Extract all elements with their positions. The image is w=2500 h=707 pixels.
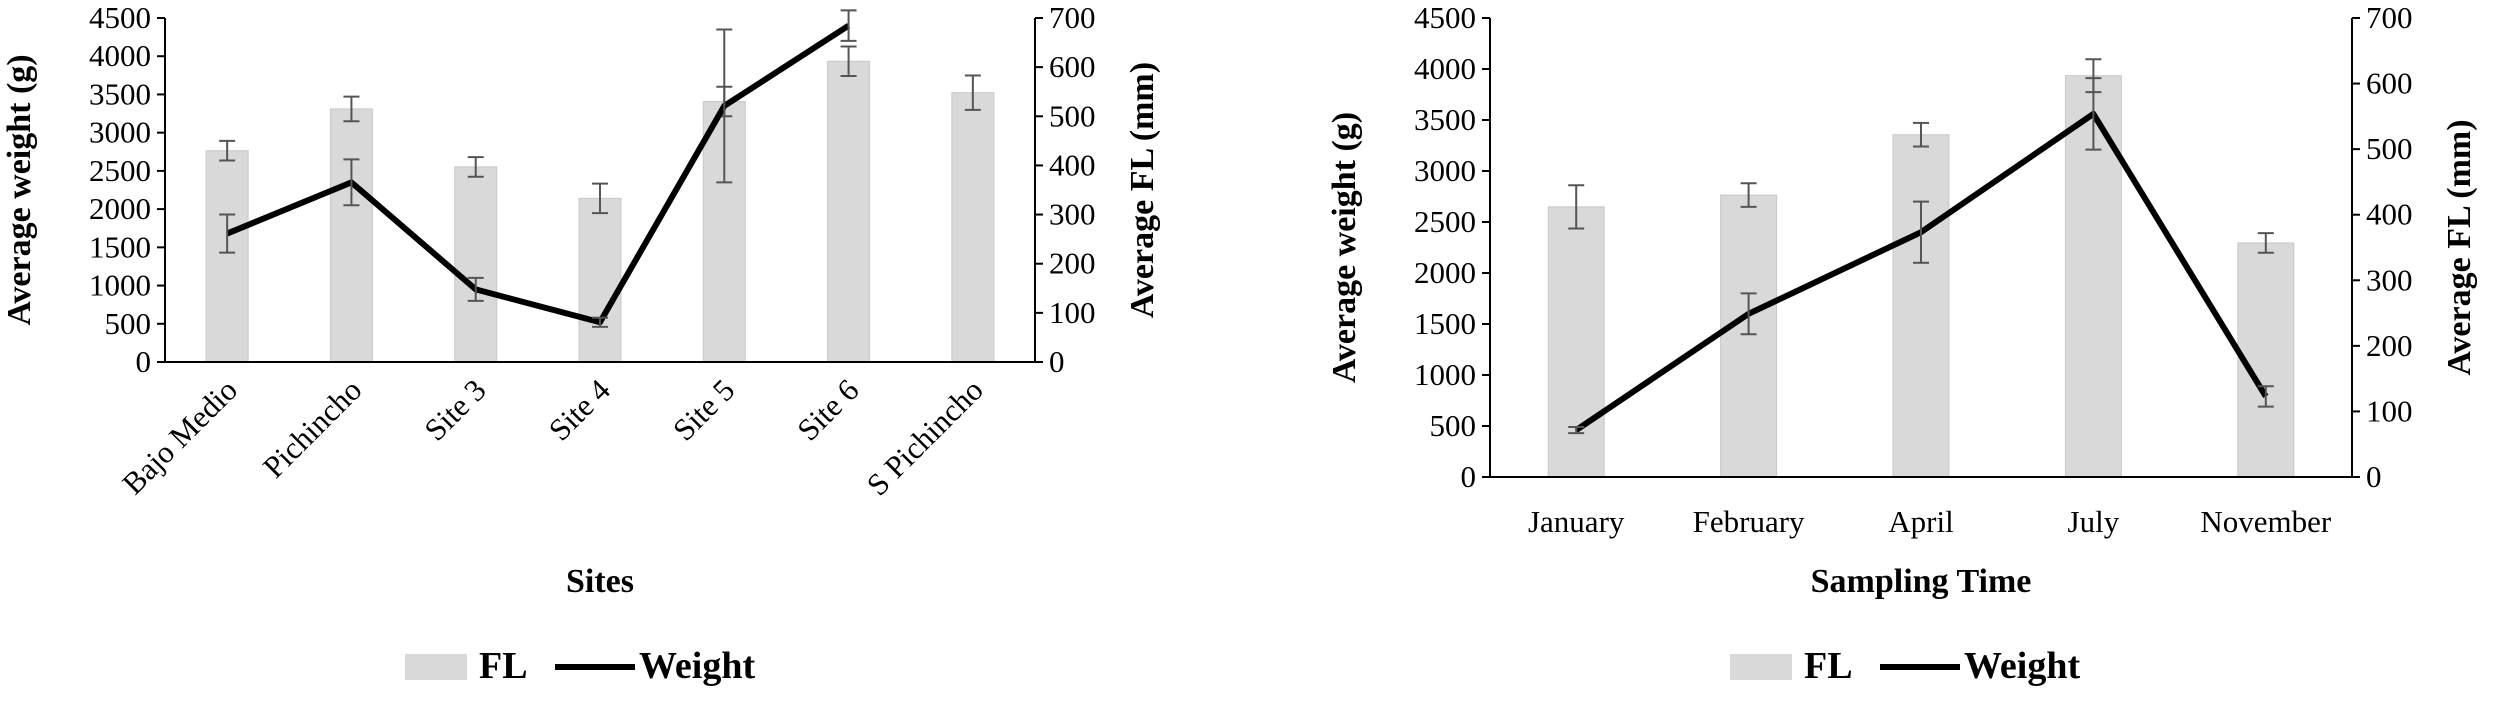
left-tick-label: 3000 xyxy=(89,115,151,150)
right-tick-label: 200 xyxy=(2366,328,2413,363)
left-tick-label: 500 xyxy=(105,306,152,341)
right-tick-label: 600 xyxy=(2366,66,2413,101)
category-label: Site 3 xyxy=(417,372,492,447)
legend-label-weight: Weight xyxy=(1964,645,2080,687)
bar-fl xyxy=(205,150,249,363)
x-axis-title: Sites xyxy=(566,563,634,600)
right-tick-label: 500 xyxy=(2366,131,2413,166)
legend-label-fl: FL xyxy=(1804,645,1853,687)
right-tick-label: 700 xyxy=(1049,0,1096,35)
left-tick-label: 500 xyxy=(1430,408,1477,443)
right-tick-label: 200 xyxy=(1049,246,1096,281)
right-tick-label: 500 xyxy=(1049,98,1096,133)
category-label: January xyxy=(1528,504,1625,539)
right-tick-label: 300 xyxy=(1049,197,1096,232)
left-tick-label: 4500 xyxy=(89,0,151,35)
legend-label-weight: Weight xyxy=(639,645,755,687)
bar-fl xyxy=(2237,242,2295,478)
left-tick-label: 1000 xyxy=(1414,357,1476,392)
right-tick-label: 0 xyxy=(2366,459,2382,494)
right-tick-label: 0 xyxy=(1049,344,1065,379)
bar-fl xyxy=(1547,206,1605,478)
category-label: July xyxy=(2068,504,2120,539)
left-tick-label: 2000 xyxy=(89,191,151,226)
category-label: February xyxy=(1693,504,1805,539)
right-tick-label: 300 xyxy=(2366,262,2413,297)
category-label: Bajo Medio xyxy=(115,372,244,501)
left-tick-label: 0 xyxy=(136,344,152,379)
bar-fl xyxy=(1892,134,1950,478)
legend-label-fl: FL xyxy=(479,645,528,687)
bar-fl xyxy=(454,166,498,363)
category-label: November xyxy=(2200,504,2332,539)
category-label: Pichincho xyxy=(256,372,368,484)
x-axis-title: Sampling Time xyxy=(1811,563,2032,600)
bar-fl xyxy=(951,92,995,363)
bar-fl xyxy=(827,60,871,363)
bar-fl xyxy=(578,197,622,363)
left-tick-label: 3500 xyxy=(1414,102,1476,137)
legend: FL Weight xyxy=(1730,645,2080,687)
category-label: April xyxy=(1888,504,1953,539)
left-tick-label: 4500 xyxy=(1414,0,1476,35)
bar-fl xyxy=(329,108,373,363)
right-tick-label: 100 xyxy=(1049,295,1096,330)
left-tick-label: 0 xyxy=(1461,459,1477,494)
left-tick-label: 2500 xyxy=(1414,204,1476,239)
category-label: Site 5 xyxy=(666,372,741,447)
chart-1: 0500100015002000250030003500400045000100… xyxy=(1,0,1161,687)
line-weight xyxy=(225,23,851,326)
right-tick-label: 600 xyxy=(1049,49,1096,84)
right-tick-label: 100 xyxy=(2366,393,2413,428)
left-tick-label: 1500 xyxy=(1414,306,1476,341)
left-tick-label: 1500 xyxy=(89,229,151,264)
y-axis-title-left: Average weight (g) xyxy=(1,54,38,325)
left-tick-label: 3000 xyxy=(1414,153,1476,188)
left-tick-label: 1000 xyxy=(89,268,151,303)
left-tick-label: 2500 xyxy=(89,153,151,188)
right-tick-label: 700 xyxy=(2366,0,2413,35)
y-axis-title-right: Average FL (mm) xyxy=(1124,62,1161,318)
right-tick-label: 400 xyxy=(1049,147,1096,182)
category-label: Site 4 xyxy=(542,372,618,448)
category-label: S Pichincho xyxy=(860,372,990,502)
legend-swatch-fl xyxy=(1730,654,1792,680)
left-tick-label: 2000 xyxy=(1414,255,1476,290)
legend: FL Weight xyxy=(405,645,755,687)
left-tick-label: 4000 xyxy=(89,38,151,73)
left-tick-label: 4000 xyxy=(1414,51,1476,86)
category-label: Site 6 xyxy=(790,372,865,447)
left-tick-label: 3500 xyxy=(89,76,151,111)
legend-swatch-fl xyxy=(405,654,467,680)
y-axis-title-right: Average FL (mm) xyxy=(2441,119,2478,375)
right-tick-label: 400 xyxy=(2366,197,2413,232)
chart-2: 0 500 1000 1500 2000 2500 3000 3500 4000 4500 0 100… xyxy=(1326,0,2478,687)
y-axis-title-left: Average weight (g) xyxy=(1326,112,1363,383)
bar-fl xyxy=(1720,194,1778,478)
